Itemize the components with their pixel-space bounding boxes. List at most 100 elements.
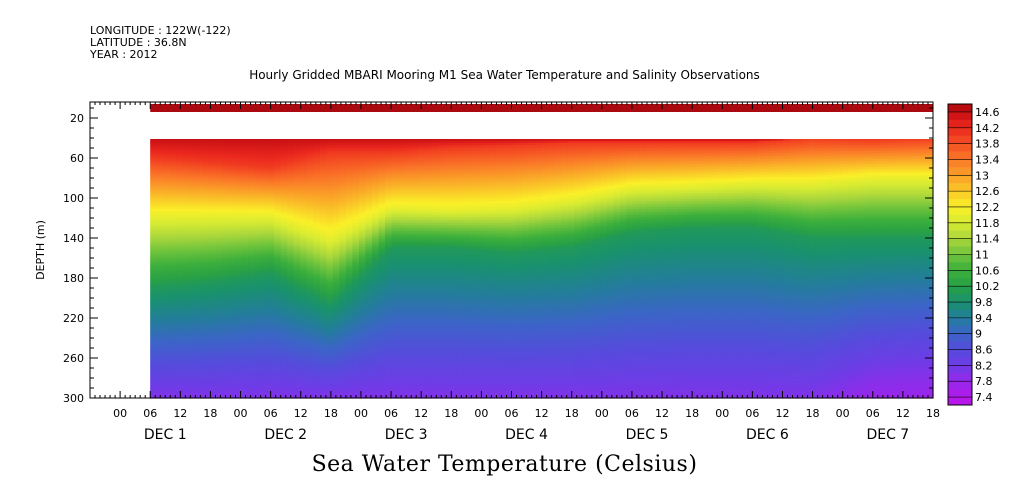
heat-cell [169,317,177,320]
heat-cell [221,159,230,162]
heat-cell [221,323,230,326]
heat-cell [202,287,210,290]
heat-cell [195,283,203,286]
heat-cell [202,351,210,354]
heat-cell [169,275,177,278]
heat-cell [156,313,164,316]
heat-cell [195,199,203,202]
heat-cell [202,329,210,332]
heat-cell [221,247,230,250]
heat-cell [195,269,203,272]
heat-cell [182,345,190,348]
heat-cell [189,313,197,316]
heat-cell [221,167,230,170]
heat-cell [150,331,158,334]
heat-cell [208,157,217,160]
heat-cell [215,377,223,380]
heat-cell [182,395,190,398]
heat-cell [169,301,177,304]
heat-cell [176,313,184,316]
heat-cell [169,279,177,282]
heat-cell [156,383,164,386]
heat-cell [195,213,203,216]
heat-cell [150,297,158,300]
latitude-label: LATITUDE : 36.8N [90,36,187,49]
heat-cell [215,311,223,314]
heat-cell [221,229,230,232]
heat-cell [215,365,223,368]
heat-cell [195,315,203,318]
heat-cell [195,355,203,358]
heat-cell [189,267,197,270]
heat-cell [163,309,171,312]
heat-cell [208,151,217,154]
heat-cell [221,329,230,332]
heat-cell [176,281,184,284]
heat-cell [169,235,177,238]
heat-cell [221,199,230,202]
heat-cell [156,363,164,366]
heat-cell [176,219,184,222]
heat-cell [189,377,197,380]
heat-cell [163,333,171,336]
heat-cell [156,195,164,198]
heat-cell [182,219,190,222]
heat-cell [215,201,223,204]
heat-cell [182,179,190,182]
heat-cell [163,189,171,192]
heat-cell [182,145,190,148]
heat-cell [202,225,210,228]
heat-cell [221,277,230,280]
heat-cell [221,299,230,302]
heat-cell [150,335,158,338]
heat-cell [163,375,171,378]
heat-cell [169,165,177,168]
heat-cell [163,249,171,252]
heat-cell [176,175,184,178]
heat-cell [156,235,164,238]
heat-cell [221,241,230,244]
heat-cell [189,333,197,336]
heat-cell [156,287,164,290]
heat-cell [156,233,164,236]
heat-cell [215,159,223,162]
heat-cell [150,203,158,206]
heat-cell [208,181,217,184]
heat-cell [150,145,158,148]
heat-cell [156,379,164,382]
heat-cell [169,395,177,398]
heat-cell [215,195,223,198]
heat-cell [150,363,158,366]
heat-cell [150,245,158,248]
heat-cell [202,317,210,320]
heat-cell [221,313,230,316]
heat-cell [169,145,177,148]
heat-cell [176,209,184,212]
heat-cell [163,253,171,256]
heat-cell [182,365,190,368]
heat-cell [163,229,171,232]
heat-cell [163,209,171,212]
heat-cell [176,205,184,208]
heat-cell [163,317,171,320]
heat-cell [169,393,177,396]
heat-cell [189,303,197,306]
heat-cell [195,147,203,150]
heat-cell [176,331,184,334]
heat-cell [150,349,158,352]
heat-cell [182,157,190,160]
heat-cell [215,183,223,186]
heat-cell [182,247,190,250]
heat-cell [176,255,184,258]
heat-cell [195,335,203,338]
heat-cell [176,223,184,226]
heat-cell [208,293,217,296]
heat-cell [202,201,210,204]
heat-cell [195,353,203,356]
heat-cell [215,381,223,384]
heat-cell [156,159,164,162]
heat-cell [215,363,223,366]
heat-cell [221,197,230,200]
heat-cell [182,215,190,218]
heat-cell [163,225,171,228]
